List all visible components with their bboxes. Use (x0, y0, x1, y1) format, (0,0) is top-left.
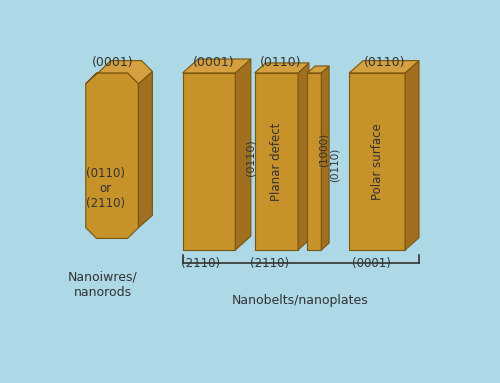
Polygon shape (86, 73, 139, 239)
Text: (0110): (0110) (246, 139, 256, 176)
Polygon shape (308, 73, 322, 250)
Text: (0110): (0110) (364, 56, 406, 69)
Text: Polar surface: Polar surface (370, 123, 384, 200)
Polygon shape (349, 61, 419, 73)
Polygon shape (182, 59, 251, 73)
Text: (0001): (0001) (92, 56, 134, 69)
Polygon shape (236, 59, 251, 250)
Polygon shape (254, 73, 298, 250)
Text: (2110): (2110) (250, 257, 289, 270)
Text: Nanoiwres/
nanorods: Nanoiwres/ nanorods (68, 271, 138, 299)
Polygon shape (405, 61, 419, 250)
Polygon shape (298, 63, 309, 250)
Text: (0110)
or
(2110): (0110) or (2110) (86, 167, 124, 210)
Text: Nanobelts/nanoplates: Nanobelts/nanoplates (232, 293, 369, 306)
Text: (0001): (0001) (352, 257, 391, 270)
Polygon shape (254, 63, 309, 73)
Text: (1000): (1000) (318, 133, 328, 167)
Polygon shape (349, 73, 405, 250)
Polygon shape (86, 61, 152, 84)
Text: (0110): (0110) (260, 56, 302, 69)
Text: (0001): (0001) (193, 56, 234, 69)
Polygon shape (322, 66, 329, 250)
Polygon shape (138, 71, 152, 228)
Polygon shape (182, 73, 236, 250)
Polygon shape (308, 66, 329, 73)
Text: Planar defect: Planar defect (270, 122, 283, 201)
Text: (2110): (2110) (181, 257, 220, 270)
Text: (0110): (0110) (330, 148, 340, 182)
